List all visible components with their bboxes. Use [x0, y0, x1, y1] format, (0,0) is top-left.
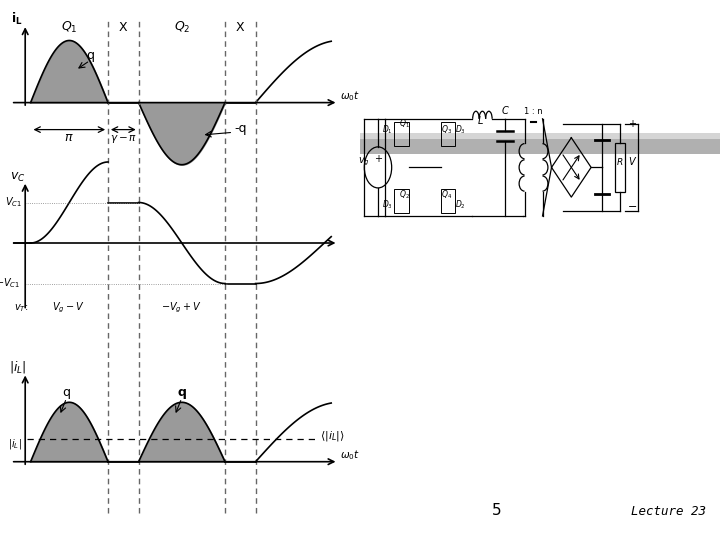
Text: 1 : n: 1 : n	[524, 107, 543, 117]
Bar	[395, 122, 409, 146]
Text: $D_1$: $D_1$	[382, 123, 393, 136]
Text: q: q	[63, 386, 71, 399]
Text: $\omega_0 t$: $\omega_0 t$	[340, 89, 360, 103]
Text: C: C	[501, 106, 508, 117]
Text: $V_{C1}$: $V_{C1}$	[5, 195, 22, 210]
Text: L: L	[478, 116, 483, 126]
Text: $v_g$: $v_g$	[359, 156, 370, 168]
Text: $D_3$: $D_3$	[382, 199, 393, 211]
Text: $V_g - V$: $V_g - V$	[52, 301, 85, 315]
Text: $Q_1$: $Q_1$	[61, 20, 78, 35]
Text: Lecture 23: Lecture 23	[631, 505, 706, 518]
Text: $Q_2$: $Q_2$	[174, 20, 190, 35]
Text: $Q_3$: $Q_3$	[441, 123, 452, 136]
Text: $-V_g + V$: $-V_g + V$	[161, 301, 202, 315]
Text: $\mathbf{i_L}$: $\mathbf{i_L}$	[12, 11, 23, 27]
Text: $Q_1$: $Q_1$	[399, 118, 410, 130]
Text: q: q	[86, 49, 94, 63]
Text: q: q	[177, 386, 186, 399]
Text: +: +	[374, 154, 382, 164]
Text: X: X	[236, 21, 245, 34]
Text: R: R	[617, 158, 623, 167]
Text: +: +	[629, 119, 636, 129]
Text: $\pi$: $\pi$	[65, 131, 74, 145]
FancyBboxPatch shape	[360, 133, 720, 139]
Text: X: X	[119, 21, 127, 34]
Text: $Q_2$: $Q_2$	[399, 188, 410, 200]
FancyBboxPatch shape	[360, 139, 720, 154]
Text: $-V_{C1}$: $-V_{C1}$	[0, 276, 20, 291]
Bar	[395, 189, 409, 213]
Text: -q: -q	[234, 122, 246, 136]
Text: 5: 5	[492, 503, 502, 518]
Bar	[615, 143, 625, 192]
Text: $Q_4$: $Q_4$	[441, 188, 452, 200]
Text: $|i_L|$: $|i_L|$	[9, 359, 26, 375]
Text: $|i_L|$: $|i_L|$	[8, 437, 22, 451]
Text: $V$: $V$	[628, 154, 637, 167]
Bar	[441, 189, 455, 213]
Text: $\langle |i_L| \rangle$: $\langle |i_L| \rangle$	[320, 429, 346, 443]
Text: $-$: $-$	[627, 200, 638, 210]
Text: $v_C$: $v_C$	[9, 171, 25, 184]
Text: $D_3$: $D_3$	[455, 123, 467, 136]
Text: $v_T$:: $v_T$:	[14, 302, 28, 314]
Text: $\gamma - \pi$: $\gamma - \pi$	[109, 133, 137, 145]
Text: $\omega_0 t$: $\omega_0 t$	[340, 448, 360, 462]
Bar	[441, 122, 455, 146]
Text: $D_2$: $D_2$	[455, 199, 466, 211]
